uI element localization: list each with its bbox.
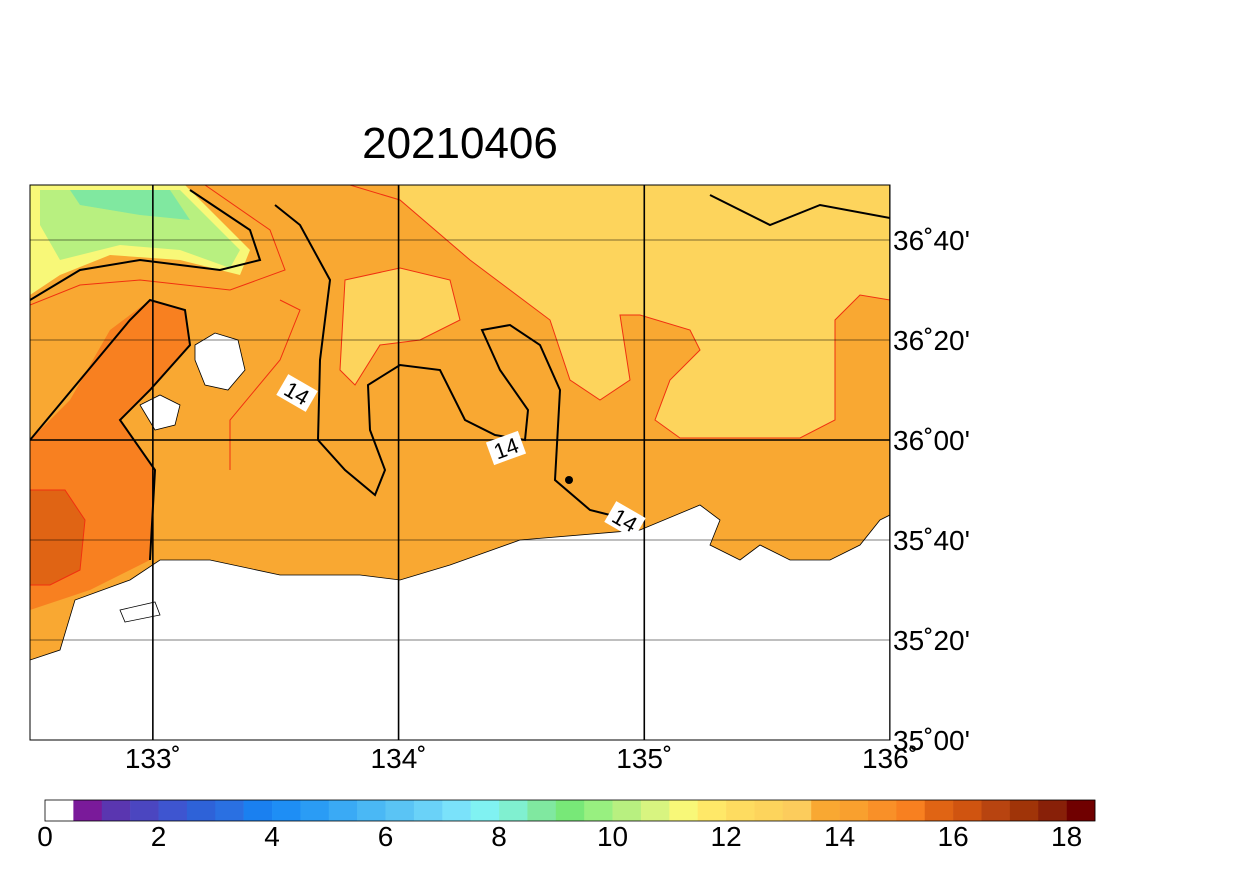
contours <box>30 189 890 561</box>
contour-line <box>709 194 890 227</box>
colorbar-box <box>640 800 670 821</box>
colorbar-box <box>357 800 386 821</box>
colorbar-box <box>839 800 869 821</box>
contour-line <box>274 204 631 521</box>
colorbar-box <box>499 800 528 821</box>
lat-label: 35˚40' <box>893 525 970 556</box>
colorbar-box <box>754 800 784 821</box>
axes: 133˚ 134˚ 135˚ 136˚35˚00' 35˚20' 35˚40' 36˚00'… <box>125 225 970 774</box>
map-frame <box>29 184 891 741</box>
colorbar: 0 2 4 6 8 10 12 14 16 18 <box>37 799 1096 852</box>
colorbar-box <box>272 800 301 821</box>
colorbar-box <box>527 800 557 821</box>
colorbar-box <box>981 800 1011 821</box>
island <box>194 332 246 391</box>
contour-line <box>30 298 192 561</box>
colorbar-box <box>555 800 585 821</box>
lat-label: 36˚00' <box>893 425 970 456</box>
colorbar-box <box>215 800 244 821</box>
contours-minor <box>30 185 890 586</box>
contour-line <box>30 489 86 586</box>
colorbar-box <box>158 800 188 821</box>
colorbar-label: 18 <box>1051 821 1082 852</box>
lat-label: 35˚20' <box>893 625 970 656</box>
colorbar-box <box>1038 800 1067 821</box>
sea-10 <box>70 190 190 220</box>
colorbar-box <box>669 800 699 821</box>
contour-line <box>30 189 262 301</box>
colorbar-box <box>1066 800 1096 821</box>
colorbar-box <box>413 800 443 821</box>
station-marker <box>565 476 573 484</box>
colorbar-box <box>130 800 159 821</box>
contour-line <box>30 185 286 306</box>
colorbar-box <box>73 800 103 821</box>
colorbar-box <box>328 800 358 821</box>
colorbar-box <box>953 800 982 821</box>
colorbar-box <box>811 800 840 821</box>
colorbar-box <box>45 800 74 821</box>
colorbar-box <box>612 800 642 821</box>
land <box>30 504 890 740</box>
sst-field <box>30 185 890 740</box>
lon-label: 133˚ <box>125 743 181 774</box>
colorbar-box <box>896 800 926 821</box>
colorbar-label: 12 <box>711 821 742 852</box>
title: 20210406 <box>362 119 558 168</box>
colorbar-box <box>726 800 755 821</box>
colorbar-box <box>470 800 500 821</box>
colorbar-box <box>697 800 727 821</box>
colorbar-box <box>867 800 897 821</box>
colorbar-label: 2 <box>151 821 167 852</box>
lat-label: 35˚00' <box>893 725 970 756</box>
colorbar-label: 10 <box>597 821 628 852</box>
colorbar-label: 4 <box>264 821 280 852</box>
contour-label-box <box>485 430 527 466</box>
colorbar-frame <box>44 799 1096 822</box>
colorbar-box <box>1009 800 1039 821</box>
colorbar-box <box>101 800 131 821</box>
colorbar-box <box>186 800 216 821</box>
contour-line <box>349 185 890 439</box>
colorbar-box <box>300 800 330 821</box>
lon-label: 134˚ <box>371 743 427 774</box>
island <box>119 601 161 623</box>
colorbar-label: 0 <box>37 821 53 852</box>
colorbar-label: 8 <box>491 821 507 852</box>
lon-label: 136˚ <box>862 743 918 774</box>
contour-label-box <box>276 374 318 412</box>
colorbar-box <box>584 800 613 821</box>
lat-label: 36˚40' <box>893 225 970 256</box>
colorbar-label: 14 <box>824 821 855 852</box>
colorbar-box <box>782 800 812 821</box>
colorbar-box <box>442 800 471 821</box>
lon-label: 135˚ <box>616 743 672 774</box>
colorbar-box <box>924 800 954 821</box>
colorbar-box <box>385 800 415 821</box>
contour-line <box>229 299 301 470</box>
contour-label-box <box>604 501 646 539</box>
colorbar-label: 6 <box>378 821 394 852</box>
sea-11 <box>40 190 240 268</box>
lat-label: 36˚20' <box>893 325 970 356</box>
grid <box>30 185 890 740</box>
colorbar-box <box>243 800 273 821</box>
sea-16 <box>30 490 85 585</box>
colorbar-label: 16 <box>938 821 969 852</box>
sea-13 <box>340 268 460 385</box>
